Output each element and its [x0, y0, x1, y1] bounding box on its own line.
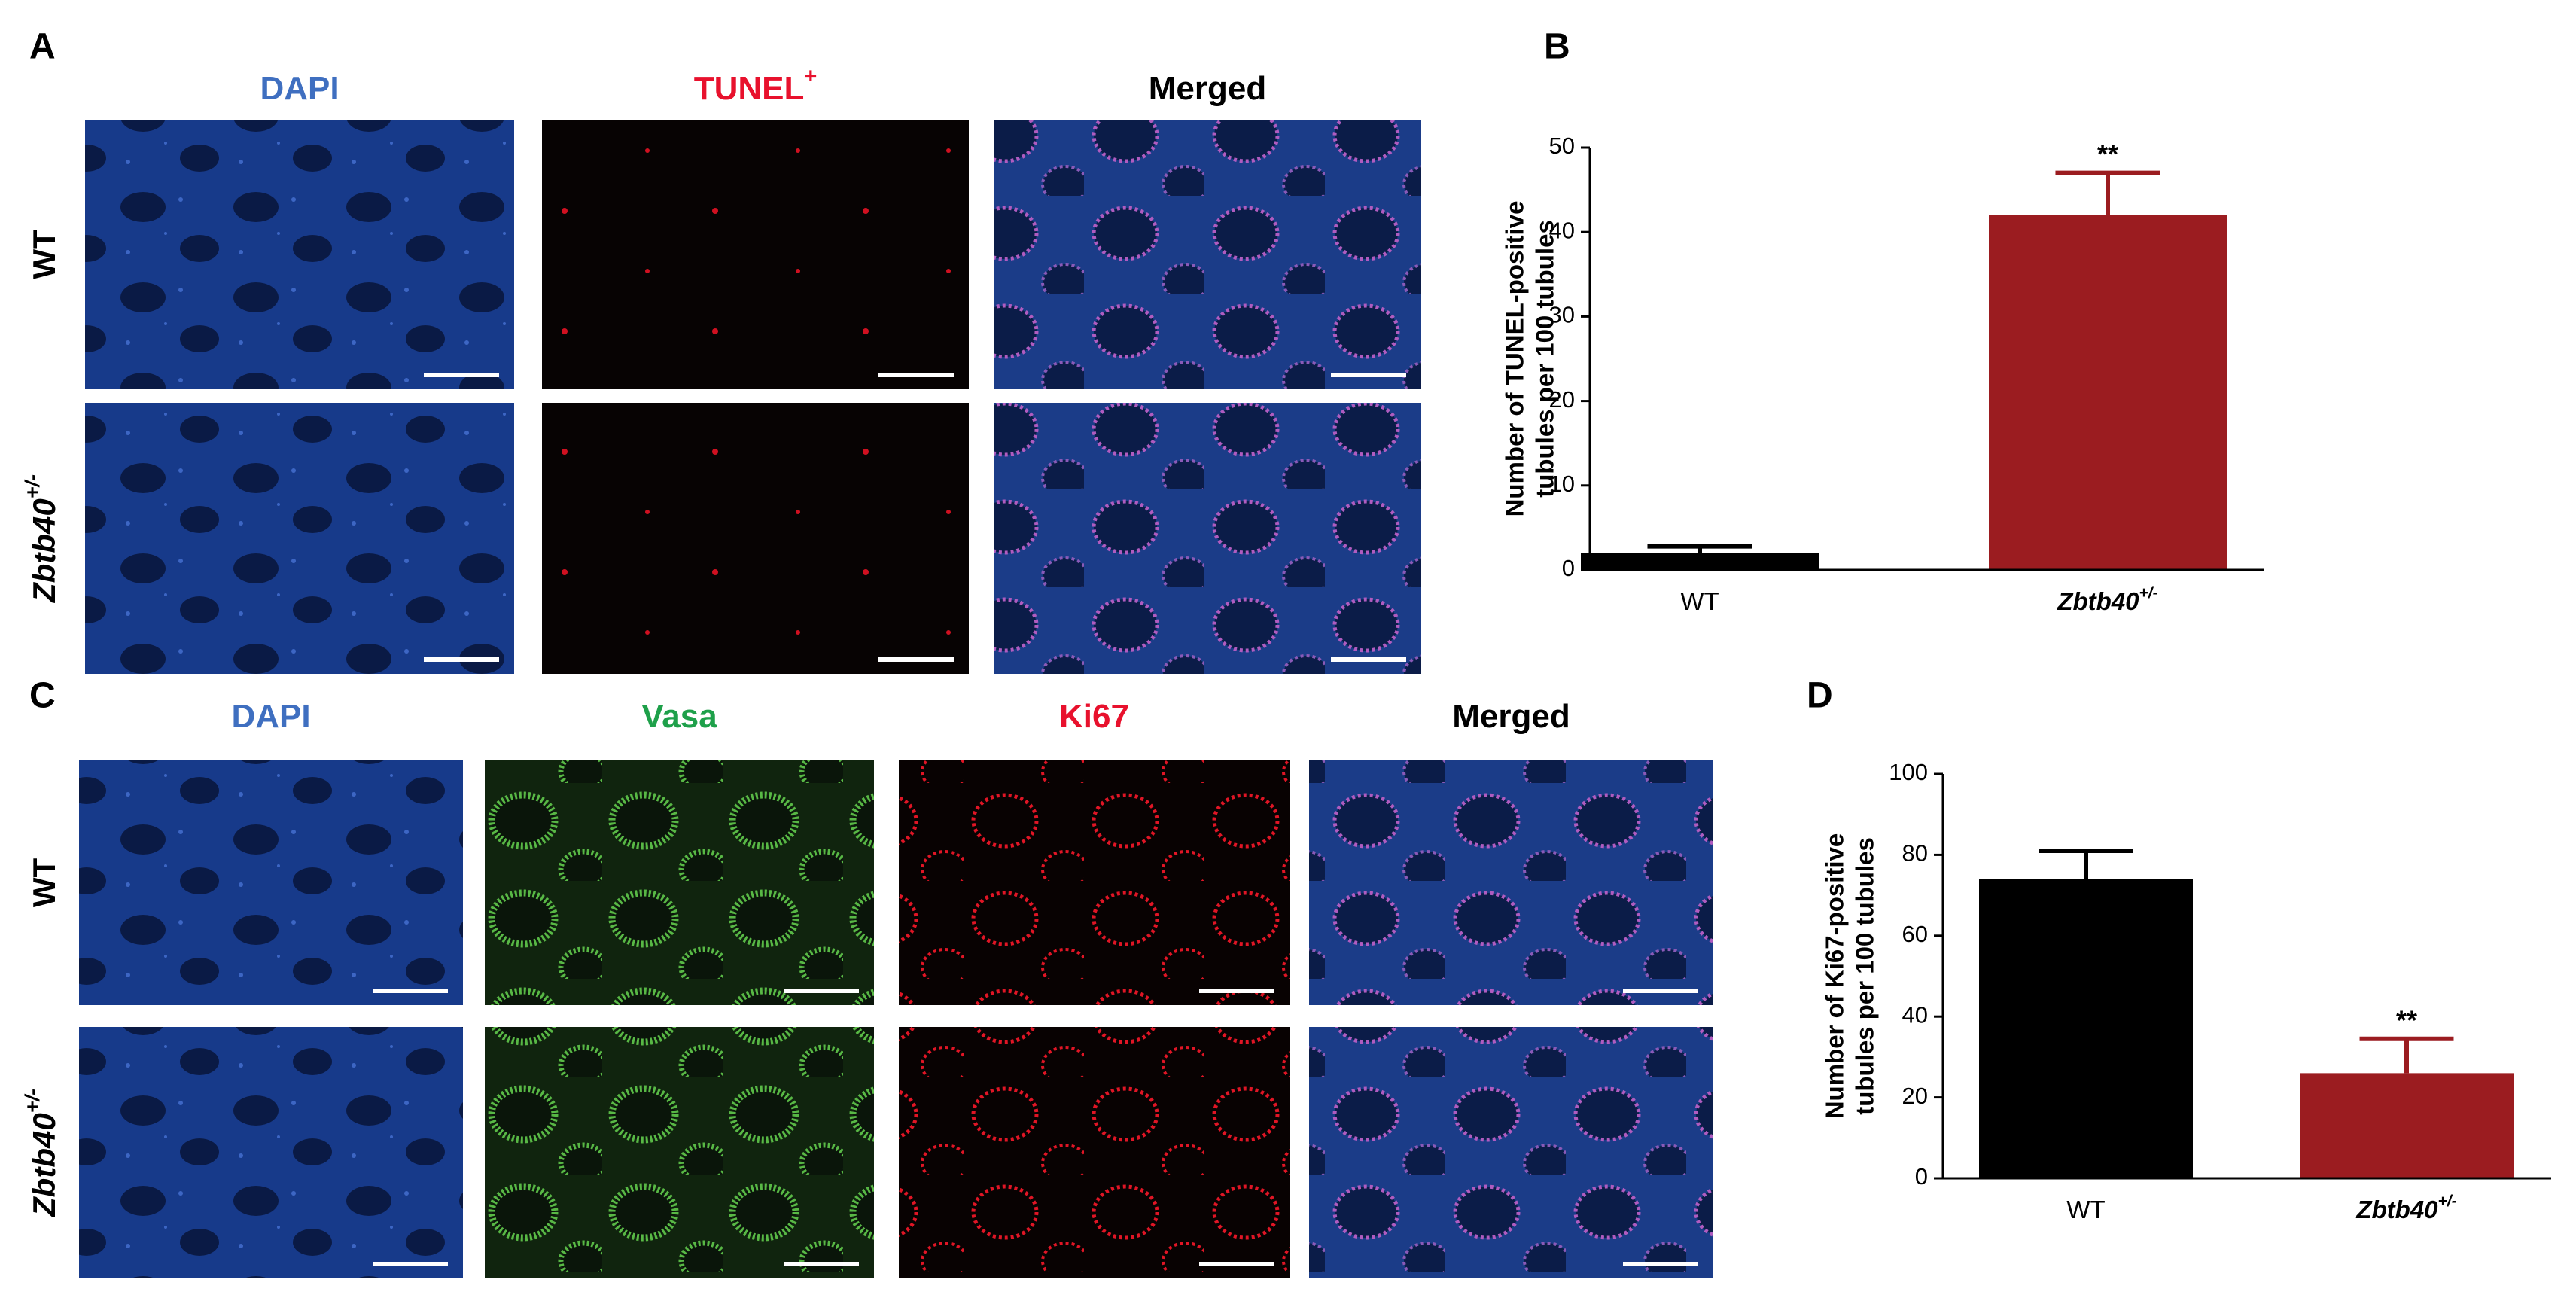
panel-label: B: [1544, 27, 1570, 67]
scale-bar: [1331, 373, 1406, 377]
micrograph: [485, 1027, 874, 1278]
micrograph: [485, 760, 874, 1005]
scale-bar: [784, 989, 859, 993]
scale-bar: [1199, 989, 1274, 993]
micrograph: [542, 403, 969, 674]
column-header-text: Ki67: [1059, 698, 1129, 735]
column-header: Ki67: [1059, 698, 1129, 735]
y-tick-label: 100: [1889, 759, 1928, 785]
row-label-text: WT: [26, 858, 62, 908]
column-header: DAPI: [260, 70, 339, 107]
x-tick-label-text: WT: [1680, 587, 1719, 615]
micrograph: [542, 120, 969, 389]
column-header-text: TUNEL: [694, 70, 805, 107]
panel-label: A: [29, 27, 56, 67]
scale-bar: [424, 373, 499, 377]
scale-bar: [373, 989, 448, 993]
y-tick-label: 0: [1562, 555, 1575, 581]
column-header-superscript: +: [804, 64, 817, 88]
column-header: Merged: [1149, 70, 1266, 107]
x-tick-label-superscript: +/-: [2438, 1192, 2457, 1209]
row-label: Zbtb40+/-: [21, 1089, 62, 1217]
y-axis-label: Number of Ki67-positive: [1821, 833, 1849, 1120]
y-tick-label: 20: [1549, 386, 1575, 413]
row-label: WT: [26, 858, 62, 908]
y-axis-label: tubules per 100 tubules: [1851, 837, 1879, 1115]
column-header: TUNEL+: [694, 64, 818, 107]
x-tick-label-text: Zbtb40: [2355, 1196, 2438, 1223]
row-label-superscript: +/-: [21, 474, 44, 498]
error-bar: [2039, 849, 2133, 879]
bar: [1979, 879, 2193, 1178]
micrograph: [79, 760, 463, 1005]
y-axis-label: Number of TUNEL-positive: [1501, 201, 1529, 517]
error-bar: [1647, 544, 1752, 553]
micrograph: [85, 403, 514, 674]
y-tick-label: 80: [1902, 840, 1928, 867]
micrograph: [899, 760, 1290, 1005]
row-label-text: Zbtb40: [26, 1113, 62, 1217]
row-label-text: WT: [26, 230, 62, 279]
column-header: DAPI: [231, 698, 310, 735]
column-header-text: Vasa: [641, 698, 717, 735]
scale-bar: [1331, 657, 1406, 662]
y-tick-label: 40: [1549, 217, 1575, 243]
panel-label: C: [29, 676, 56, 716]
row-label-text: Zbtb40: [26, 498, 62, 603]
panel-label: D: [1807, 676, 1833, 716]
bar: [1989, 215, 2227, 570]
bar: [1581, 553, 1819, 570]
scale-bar: [373, 1262, 448, 1266]
y-axis-label: tubules per 100 tubules: [1531, 220, 1559, 498]
column-header-text: Merged: [1149, 70, 1266, 107]
significance-label: **: [2396, 1004, 2417, 1035]
x-tick-label-text: WT: [2066, 1196, 2105, 1223]
significance-label: **: [2097, 139, 2118, 169]
y-tick-label: 40: [1902, 1001, 1928, 1028]
y-tick-label: 0: [1915, 1163, 1928, 1190]
micrograph: [79, 1027, 463, 1278]
error-bar: [2055, 170, 2160, 215]
micrograph: [994, 120, 1421, 389]
scale-bar: [1623, 1262, 1698, 1266]
y-tick-label: 30: [1549, 302, 1575, 328]
column-header: Vasa: [641, 698, 717, 735]
micrograph: [1309, 760, 1713, 1005]
column-header-text: DAPI: [260, 70, 339, 107]
row-label: Zbtb40+/-: [21, 474, 62, 603]
y-tick-label: 50: [1549, 133, 1575, 159]
column-header-text: Merged: [1452, 698, 1570, 735]
error-bar: [2359, 1036, 2454, 1074]
scale-bar: [1199, 1262, 1274, 1266]
micrograph: [899, 1027, 1290, 1278]
scale-bar: [424, 657, 499, 662]
column-header: Merged: [1452, 698, 1570, 735]
y-tick-label: 10: [1549, 471, 1575, 497]
row-label: WT: [26, 230, 62, 279]
x-tick-label: WT: [2066, 1196, 2105, 1223]
column-header-text: DAPI: [231, 698, 310, 735]
x-tick-label-text: Zbtb40: [2057, 587, 2139, 615]
scale-bar: [878, 373, 954, 377]
micrograph: [1309, 1027, 1713, 1278]
x-tick-label: Zbtb40+/-: [2057, 583, 2157, 614]
micrograph: [994, 403, 1421, 674]
micrograph: [85, 120, 514, 389]
bar: [2300, 1073, 2514, 1178]
scale-bar: [1623, 989, 1698, 993]
x-tick-label-superscript: +/-: [2139, 583, 2158, 601]
y-tick-label: 20: [1902, 1083, 1928, 1109]
y-tick-label: 60: [1902, 921, 1928, 947]
x-tick-label: Zbtb40+/-: [2355, 1192, 2456, 1223]
row-label-superscript: +/-: [21, 1089, 44, 1113]
scale-bar: [784, 1262, 859, 1266]
scale-bar: [878, 657, 954, 662]
x-tick-label: WT: [1680, 587, 1719, 615]
